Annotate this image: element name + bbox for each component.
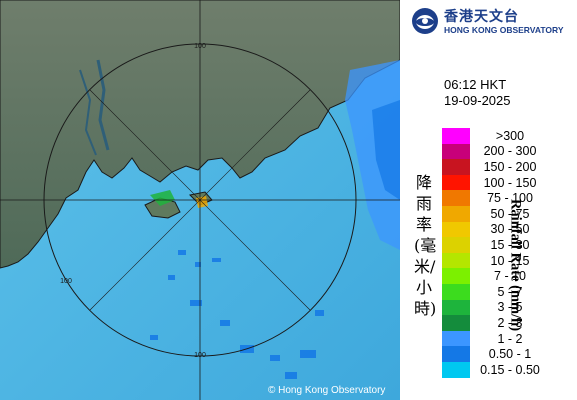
legend-label: 3 - 5	[497, 300, 523, 315]
legend-label: 15 - 30	[490, 237, 530, 252]
legend-row: 200 - 300	[442, 143, 550, 160]
legend-label: >300	[495, 128, 525, 143]
legend-swatch	[442, 361, 470, 378]
legend-row: 0.15 - 0.50	[442, 361, 550, 378]
legend-row: 5 - 7	[442, 283, 550, 300]
legend-swatch	[442, 174, 470, 191]
copyright-text: © Hong Kong Observatory	[268, 385, 386, 396]
legend-swatch	[442, 330, 470, 347]
estuary-branch	[79, 69, 97, 156]
legend-label: 50 - 75	[490, 206, 530, 221]
radar-map: 100 100 100 © Hong Kong Observatory	[0, 0, 400, 400]
legend-row: 2 - 3	[442, 315, 550, 331]
legend-label: 2 - 3	[497, 315, 523, 330]
legend-label: 30 - 50	[490, 222, 530, 237]
legend-label: 75 - 100	[487, 191, 533, 206]
legend-swatch	[442, 237, 470, 253]
estuary-channel	[96, 59, 110, 151]
legend-label: 200 - 300	[483, 144, 537, 159]
legend-row: 7 - 10	[442, 268, 550, 284]
legend-swatch	[442, 299, 470, 316]
legend-row: 10 - 15	[442, 252, 550, 269]
legend-row: 1 - 2	[442, 330, 550, 347]
legend-swatch	[442, 159, 470, 175]
legend-row: 50 - 75	[442, 205, 550, 222]
legend-row: 150 - 200	[442, 159, 550, 175]
legend-row: 30 - 50	[442, 221, 550, 238]
legend-label: 1 - 2	[497, 331, 523, 346]
legend-swatch	[442, 221, 470, 238]
legend-swatch	[442, 190, 470, 206]
hko-logo-icon	[412, 8, 438, 34]
legend-swatch	[442, 205, 470, 222]
image-date: 19-09-2025	[444, 93, 511, 108]
legend-swatch	[442, 143, 470, 160]
logo-text-chinese: 香港天文台	[444, 9, 519, 25]
legend-label: 150 - 200	[483, 159, 537, 174]
legend-row: 15 - 30	[442, 237, 550, 253]
crosshair-diagonal-2	[89, 89, 311, 311]
hk-rain-cell	[150, 190, 175, 206]
legend-label: 0.15 - 0.50	[480, 362, 540, 377]
legend-row: >300	[442, 128, 550, 144]
legend-row: 0.50 - 1	[442, 346, 550, 362]
legend-row: 75 - 100	[442, 190, 550, 206]
legend-label: 7 - 10	[494, 269, 526, 284]
radar-map-canvas: 100 100 100	[0, 0, 400, 400]
legend-title-english: Rainfall Rate (mm/h)	[507, 198, 524, 332]
legend-panel: 香港天文台 HONG KONG OBSERVATORY 06:12 HKT 19…	[400, 0, 577, 400]
legend-swatch	[442, 283, 470, 300]
legend-label: 5 - 7	[497, 284, 523, 299]
legend-swatch	[442, 315, 470, 331]
legend-swatch	[442, 268, 470, 284]
east-coast-rain-core	[372, 100, 400, 200]
logo-text-english: HONG KONG OBSERVATORY	[444, 25, 564, 35]
legend-label: 10 - 15	[490, 253, 530, 268]
legend-row: 3 - 5	[442, 299, 550, 316]
image-time: 06:12 HKT	[444, 77, 507, 92]
legend-label: 100 - 150	[483, 175, 537, 190]
legend-swatch	[442, 252, 470, 269]
range-label-north: 100	[194, 43, 206, 50]
legend-row: 100 - 150	[442, 174, 550, 191]
range-label-south: 100	[194, 352, 206, 359]
legend-label: 0.50 - 1	[488, 347, 532, 362]
legend-title-chinese: 降雨率(毫米/小時)	[414, 173, 437, 318]
range-label-southwest: 100	[60, 278, 72, 285]
legend-swatch	[442, 346, 470, 362]
legend-swatch	[442, 128, 470, 144]
rainfall-legend: >300 200 - 300 150 - 200 100 - 150 75 - 100 5…	[442, 128, 550, 378]
